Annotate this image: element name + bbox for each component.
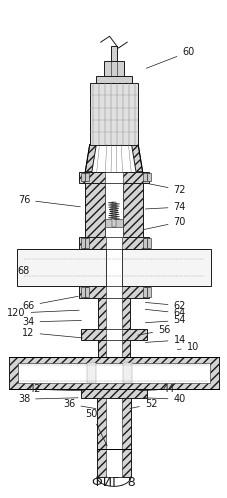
Bar <box>98 340 130 358</box>
Bar <box>9 358 219 389</box>
Text: 10: 10 <box>177 343 199 353</box>
Bar <box>85 173 89 181</box>
Bar <box>106 449 122 477</box>
Bar <box>106 237 122 249</box>
Bar <box>106 298 122 329</box>
Text: 68: 68 <box>17 266 29 276</box>
Bar <box>105 172 123 183</box>
Text: 44: 44 <box>139 384 175 394</box>
Text: 54: 54 <box>146 315 186 325</box>
Bar <box>97 389 131 449</box>
Bar <box>81 173 85 181</box>
Text: 74: 74 <box>146 202 186 212</box>
Bar <box>106 389 122 449</box>
Text: 42: 42 <box>29 384 84 394</box>
Bar <box>98 298 130 329</box>
Bar <box>79 172 149 183</box>
Bar <box>97 449 131 477</box>
Bar <box>105 220 123 227</box>
Bar <box>106 286 122 298</box>
Text: 34: 34 <box>22 317 81 327</box>
Bar <box>111 46 117 61</box>
Bar <box>18 363 210 383</box>
Bar <box>17 249 211 286</box>
Text: 38: 38 <box>18 394 78 404</box>
Bar <box>147 287 151 297</box>
Bar <box>143 238 147 248</box>
Bar <box>147 238 151 248</box>
Bar <box>81 238 85 248</box>
Bar <box>106 340 122 358</box>
Text: 50: 50 <box>85 409 107 446</box>
Bar <box>79 286 149 298</box>
Bar <box>90 83 138 144</box>
Text: 72: 72 <box>145 183 186 195</box>
Bar <box>85 183 105 237</box>
Bar <box>147 173 151 181</box>
Bar <box>123 183 143 237</box>
Bar <box>79 237 149 249</box>
Bar <box>81 329 147 340</box>
Text: 70: 70 <box>143 217 186 230</box>
Bar <box>85 238 89 248</box>
Bar <box>106 249 122 286</box>
Text: ФИГ. 8: ФИГ. 8 <box>92 476 136 490</box>
Text: 14: 14 <box>146 335 186 345</box>
Text: 66: 66 <box>22 296 78 311</box>
Polygon shape <box>132 144 143 172</box>
Text: 62: 62 <box>145 301 186 311</box>
Bar <box>112 202 116 227</box>
Bar <box>104 61 124 76</box>
Polygon shape <box>85 144 96 172</box>
Text: 56: 56 <box>138 325 170 335</box>
Text: 12: 12 <box>22 328 83 338</box>
Bar <box>85 287 89 297</box>
Text: 36: 36 <box>63 399 96 409</box>
Text: 40: 40 <box>144 394 186 404</box>
Text: 60: 60 <box>146 47 195 68</box>
Text: 76: 76 <box>18 195 80 207</box>
Bar <box>123 363 132 383</box>
Bar <box>143 173 147 181</box>
Bar <box>106 329 122 340</box>
Bar <box>81 389 147 398</box>
Text: 64: 64 <box>145 308 186 318</box>
Bar <box>105 183 123 237</box>
Text: 52: 52 <box>130 399 157 409</box>
Bar <box>81 287 85 297</box>
Bar <box>143 287 147 297</box>
Bar <box>87 363 96 383</box>
Text: 120: 120 <box>7 308 79 318</box>
Bar <box>96 76 132 83</box>
